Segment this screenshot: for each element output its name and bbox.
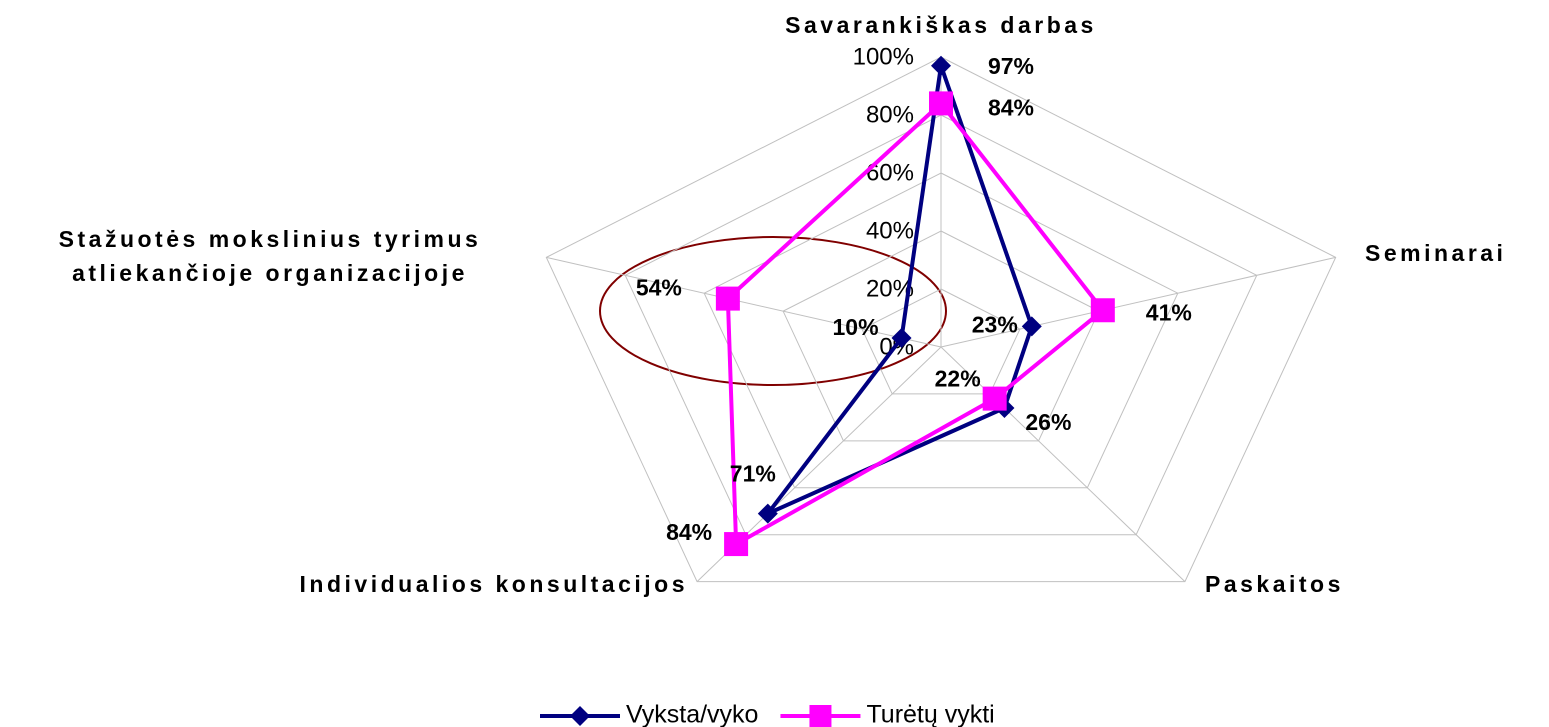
highlight-ellipse — [599, 236, 947, 386]
spoke — [940, 346, 1186, 582]
data-label: 10% — [833, 314, 879, 340]
legend-marker — [570, 706, 590, 726]
data-label: 84% — [666, 519, 712, 545]
grid-line — [703, 172, 1179, 489]
spoke — [546, 256, 942, 348]
marker — [929, 91, 953, 116]
legend-label: Turėtų vykti — [866, 701, 994, 727]
grid-line — [782, 230, 1100, 442]
marker — [982, 386, 1007, 411]
category-label: Paskaitos — [1205, 571, 1344, 597]
grid-line — [545, 56, 1337, 583]
data-label: 97% — [988, 53, 1034, 79]
category-label: Stažuotės mokslinius tyrimus atliekančio… — [58, 226, 482, 286]
data-label: 41% — [1146, 299, 1192, 325]
data-label: 54% — [636, 275, 682, 301]
data-label: 71% — [730, 461, 776, 487]
marker — [724, 532, 749, 557]
legend-marker — [809, 705, 832, 727]
legend-label: Vyksta/vyko — [626, 701, 758, 727]
marker — [931, 55, 951, 76]
category-label: Savarankiškas darbas — [785, 12, 1097, 38]
marker — [715, 286, 740, 311]
y-tick-label: 100% — [853, 43, 914, 70]
data-label: 84% — [988, 94, 1034, 120]
grid-line — [624, 114, 1258, 536]
category-label: Individualios konsultacijos — [300, 571, 688, 597]
y-tick-label: 40% — [866, 217, 914, 244]
spoke — [940, 256, 1336, 348]
marker — [757, 503, 778, 524]
series-line — [725, 100, 1106, 548]
marker — [891, 328, 912, 349]
data-label: 26% — [1025, 409, 1071, 435]
y-tick-label: 80% — [866, 101, 914, 128]
data-label: 22% — [935, 366, 981, 392]
marker — [1021, 316, 1042, 337]
marker — [1090, 298, 1115, 323]
grid-line — [861, 288, 1021, 395]
category-label: Seminarai — [1365, 240, 1506, 266]
data-label: 23% — [972, 311, 1018, 337]
